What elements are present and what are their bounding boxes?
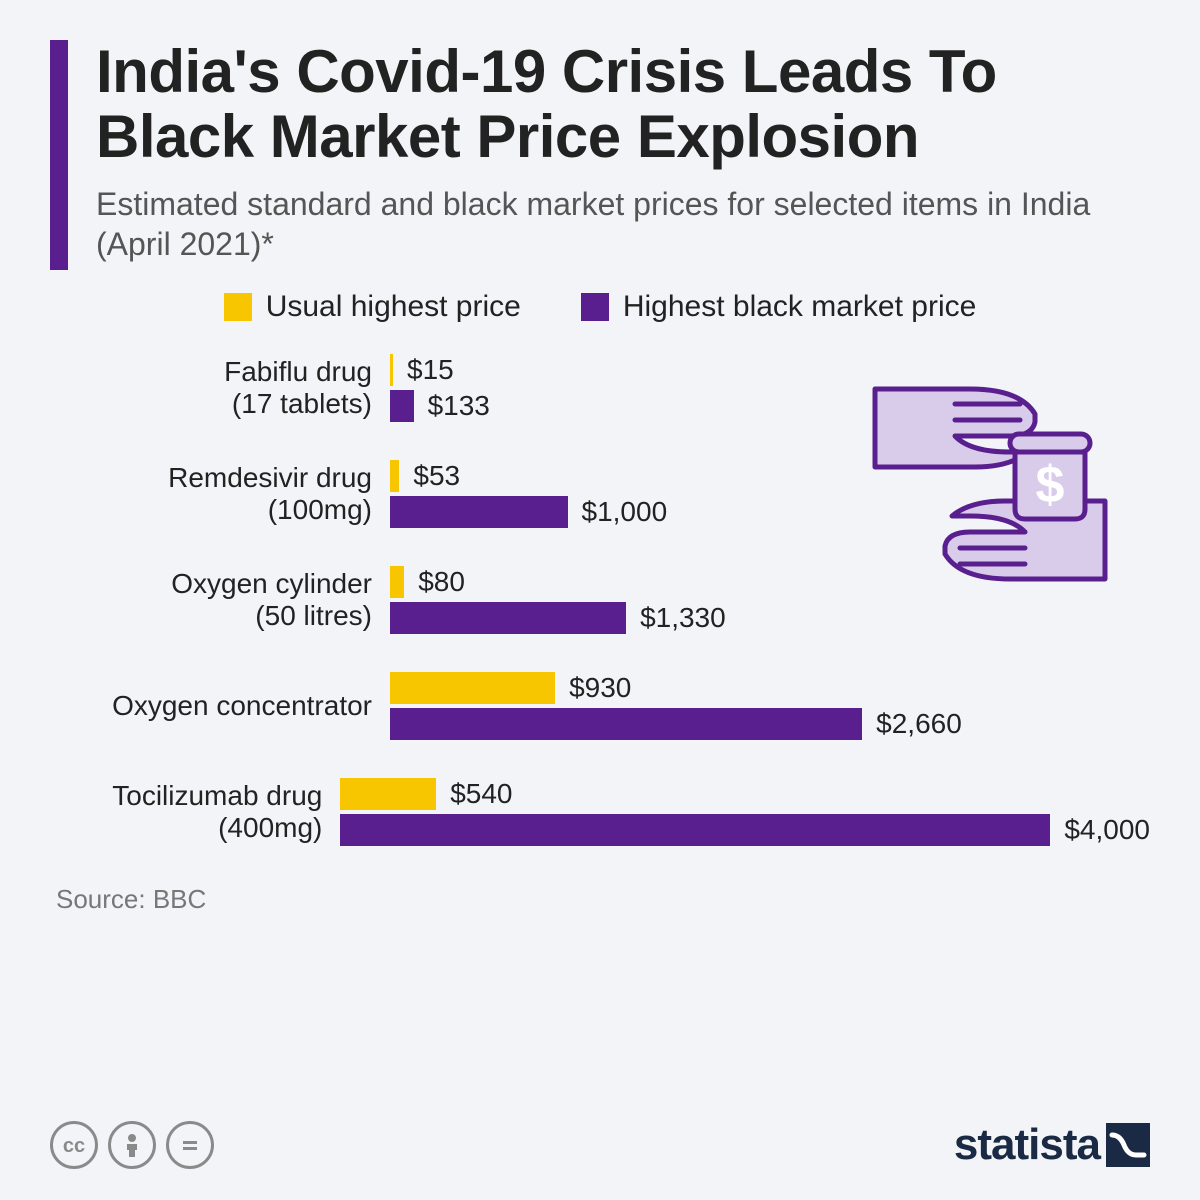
cc-license-icons: cc [50,1121,214,1169]
source-text: Source: BBC [56,884,1150,915]
bars: $53 $1,000 [390,460,1150,528]
bar-black-market-value: $2,660 [876,708,962,740]
bar-black-market-fill [340,814,1050,846]
infographic-container: India's Covid-19 Crisis Leads To Black M… [0,0,1200,1200]
row-label-line2: (50 litres) [50,600,372,632]
bar-usual-value: $80 [418,566,465,598]
legend-swatch-usual [224,293,252,321]
bars: $540 $4,000 [340,778,1150,846]
bar-usual: $53 [390,460,1150,492]
row-label-line2: (17 tablets) [50,388,372,420]
legend: Usual highest price Highest black market… [50,290,1150,324]
footer: cc statista [50,1120,1150,1170]
bar-black-market: $2,660 [390,708,1150,740]
title-block: India's Covid-19 Crisis Leads To Black M… [96,40,1150,264]
bar-black-market-value: $1,330 [640,602,726,634]
bar-usual: $540 [340,778,1150,810]
legend-swatch-black-market [581,293,609,321]
row-label-line1: Remdesivir drug [50,462,372,494]
bar-usual-value: $15 [407,354,454,386]
bar-black-market-fill [390,602,626,634]
row-label-line2: (400mg) [50,812,322,844]
bar-usual: $15 [390,354,1150,386]
chart: $ Fabiflu drug(17 tablets)$15$133Remdesi… [50,354,1150,846]
row-label-line1: Fabiflu drug [50,356,372,388]
bar-usual-value: $53 [413,460,460,492]
bar-black-market-value: $1,000 [582,496,668,528]
bar-usual-fill [390,672,555,704]
cc-nd-icon [166,1121,214,1169]
chart-row: Tocilizumab drug(400mg) $540 $4,000 [50,778,1150,846]
statista-logo: statista [954,1120,1150,1170]
accent-bar [50,40,68,270]
chart-row: Oxygen cylinder(50 litres) $80 $1,330 [50,566,1150,634]
chart-row: Oxygen concentrator $930 $2,660 [50,672,1150,740]
chart-row: Fabiflu drug(17 tablets) $15 $133 [50,354,1150,422]
row-label-line1: Oxygen concentrator [50,690,372,722]
legend-item-usual: Usual highest price [224,290,521,324]
bar-usual: $80 [390,566,1150,598]
bar-black-market-fill [390,496,568,528]
legend-label-usual: Usual highest price [266,290,521,324]
cc-by-icon [108,1121,156,1169]
svg-text:cc: cc [63,1135,85,1157]
bars: $80 $1,330 [390,566,1150,634]
row-label-line1: Oxygen cylinder [50,568,372,600]
brand-text: statista [954,1120,1100,1170]
header: India's Covid-19 Crisis Leads To Black M… [50,40,1150,270]
bar-black-market-value: $4,000 [1064,814,1150,846]
page-subtitle: Estimated standard and black market pric… [96,184,1150,264]
bar-usual-value: $540 [450,778,512,810]
bar-usual-value: $930 [569,672,631,704]
bars: $15 $133 [390,354,1150,422]
bar-usual: $930 [390,672,1150,704]
row-label-line2: (100mg) [50,494,372,526]
bar-black-market-fill [390,390,414,422]
bar-black-market: $133 [390,390,1150,422]
bar-usual-fill [340,778,436,810]
bars: $930 $2,660 [390,672,1150,740]
bar-usual-fill [390,354,393,386]
brand-mark-icon [1106,1123,1150,1167]
legend-item-black-market: Highest black market price [581,290,976,324]
bar-usual-fill [390,460,399,492]
bar-black-market-value: $133 [428,390,490,422]
row-label: Remdesivir drug(100mg) [50,462,390,526]
bar-usual-fill [390,566,404,598]
bar-black-market: $4,000 [340,814,1150,846]
legend-label-black-market: Highest black market price [623,290,976,324]
bar-black-market: $1,000 [390,496,1150,528]
row-label: Fabiflu drug(17 tablets) [50,356,390,420]
page-title: India's Covid-19 Crisis Leads To Black M… [96,40,1150,170]
row-label: Tocilizumab drug(400mg) [50,780,340,844]
bar-black-market-fill [390,708,862,740]
cc-icon: cc [50,1121,98,1169]
row-label: Oxygen concentrator [50,690,390,722]
chart-row: Remdesivir drug(100mg) $53 $1,000 [50,460,1150,528]
row-label: Oxygen cylinder(50 litres) [50,568,390,632]
row-label-line1: Tocilizumab drug [50,780,322,812]
bar-black-market: $1,330 [390,602,1150,634]
